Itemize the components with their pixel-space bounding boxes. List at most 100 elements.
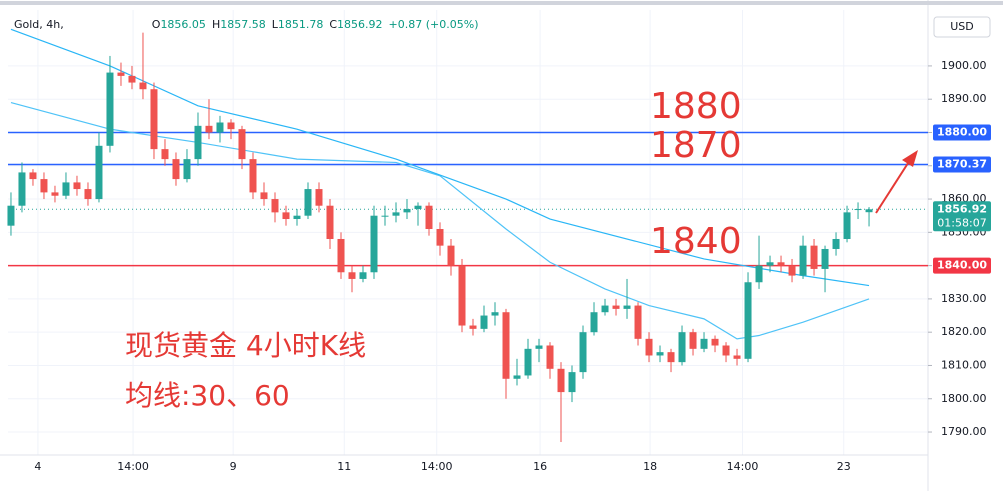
candle-body: [777, 262, 785, 266]
price-tag: [933, 257, 991, 274]
candle-body: [425, 205, 433, 230]
candle-body: [546, 345, 554, 369]
currency-box: [933, 16, 991, 38]
candle-body: [579, 332, 587, 373]
candle-body: [854, 209, 862, 211]
ohlc-key: C: [329, 18, 337, 31]
candle-body: [40, 179, 48, 193]
candle-body: [359, 272, 367, 279]
candle-body: [689, 332, 697, 349]
candle-body: [557, 368, 565, 393]
candle-body: [282, 212, 290, 220]
annotation: 现货黄金 4小时K线: [125, 329, 366, 362]
candle-body: [29, 172, 37, 180]
candle-body: [788, 265, 796, 276]
candle-body: [150, 89, 158, 150]
x-tick-label: 14:00: [727, 460, 759, 473]
candle-body: [491, 312, 499, 316]
change: +0.87 (+0.05%): [389, 18, 479, 31]
y-tick-label: 1820.00: [941, 325, 987, 338]
candle-body: [535, 345, 543, 349]
annotation: 1840: [650, 221, 742, 262]
candle-body: [205, 125, 213, 133]
candle-body: [469, 325, 477, 329]
ohlc-value: 1856.92: [337, 18, 383, 31]
candle-body: [172, 159, 180, 180]
moving-average: [10, 101, 870, 340]
y-tick-label: 1790.00: [941, 425, 987, 438]
candle-body: [810, 245, 818, 269]
candle-body: [403, 209, 411, 213]
y-tick-label: 1800.00: [941, 392, 987, 405]
x-tick-label: 18: [643, 460, 657, 473]
annotation: 1880: [650, 86, 742, 127]
y-tick-label: 1900.00: [941, 59, 987, 72]
candle-body: [513, 375, 521, 379]
ohlc-key: H: [212, 18, 220, 31]
ohlc-value: 1857.58: [220, 18, 266, 31]
candle-body: [700, 338, 708, 349]
last-price-label: 1856.92: [937, 202, 987, 215]
currency-label: USD: [950, 20, 974, 33]
candle-body: [95, 145, 103, 200]
x-tick-label: 9: [230, 460, 237, 473]
candle-body: [62, 182, 70, 196]
candle-body: [128, 75, 136, 83]
candle-body: [590, 312, 598, 333]
candle-body: [381, 215, 389, 217]
ohlc-key: L: [272, 18, 279, 31]
annotation: 均线:30、60: [125, 379, 290, 412]
candle-body: [139, 82, 147, 90]
y-tick-label: 1810.00: [941, 358, 987, 371]
x-tick-label: 11: [337, 460, 351, 473]
candle-body: [7, 205, 15, 226]
candle-body: [821, 248, 829, 269]
candle-body: [18, 172, 26, 206]
candle-body: [51, 192, 59, 196]
candle-body: [392, 212, 400, 216]
price-tag-label: 1870.37: [937, 158, 987, 171]
y-tick-label: 1830.00: [941, 292, 987, 305]
candle-body: [766, 262, 774, 266]
candle-body: [755, 265, 763, 283]
candle-body: [106, 72, 114, 146]
candle-body: [73, 182, 81, 190]
candle-body: [414, 205, 422, 210]
price-tag: [933, 156, 991, 173]
candle-body: [843, 212, 851, 239]
candle-body: [656, 352, 664, 356]
price-tag-label: 1880.00: [937, 125, 987, 138]
candle-body: [304, 189, 312, 216]
ohlc-value: 1851.78: [278, 18, 324, 31]
candle-body: [667, 352, 675, 363]
candle-body: [502, 312, 510, 379]
candle-body: [568, 372, 576, 393]
candle-body: [436, 229, 444, 246]
x-tick-label: 16: [533, 460, 547, 473]
candle-body: [865, 209, 873, 213]
candle-body: [744, 282, 752, 359]
symbol: Gold, 4h,: [14, 18, 64, 31]
candle-body: [370, 215, 378, 273]
candle-body: [480, 315, 488, 329]
candle-body: [315, 189, 323, 206]
candle-body: [832, 238, 840, 249]
candle-body: [458, 265, 466, 326]
candle-body: [337, 238, 345, 273]
last-price-tag: [933, 201, 991, 232]
candle-body: [601, 305, 609, 313]
candle-body: [634, 305, 642, 339]
candle-body: [623, 305, 631, 309]
countdown-label: 01:58:07: [937, 216, 986, 229]
candle-body: [84, 189, 92, 200]
candle-body: [260, 192, 268, 200]
candle-body: [711, 338, 719, 346]
candle-body: [799, 245, 807, 276]
header: Gold, 4h, O1856.05 H1857.58 L1851.78 C1856.9…: [14, 18, 479, 31]
price-tag: [933, 124, 991, 141]
candle-body: [447, 245, 455, 266]
x-tick-label: 4: [34, 460, 41, 473]
